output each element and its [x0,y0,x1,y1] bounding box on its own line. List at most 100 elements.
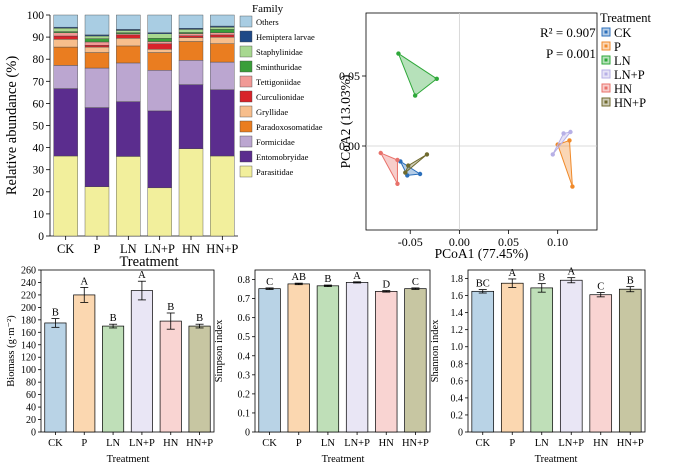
bar-segment-parasitidae [210,155,235,237]
legend-title: Family [252,3,284,15]
x-tick-label: LN [535,438,549,449]
x-tick-label: LN [120,242,137,256]
x-tick-label: HN+P [206,242,238,256]
bar-segment-gryllidae [178,37,204,42]
bar-segment-curculionidae [84,45,110,48]
legend-label: LN+P [614,68,645,82]
x-tick-label: CK [57,242,74,256]
bar-hn [375,290,398,433]
bar-segment-gryllidae [116,38,141,47]
bar-segment-parasitidae [116,156,141,237]
y-tick-label: 1.2 [451,325,464,336]
y-tick-label: 240 [21,278,36,289]
point-ln-plus-p [550,152,555,157]
x-tick-label: LN+P [144,242,175,256]
bar-segment-curculionidae [53,35,78,40]
y-tick-label: 40 [33,143,45,155]
bar-ln-plus-p [130,290,153,433]
y-axis-label: Relative abundance (%) [4,56,20,195]
bar-segment-entomobryidae [84,107,110,187]
legend-label: Sminthuridae [256,62,302,72]
significance-letter: A [567,267,575,278]
x-tick-label: LN+P [558,438,584,449]
y-tick-label: 0.05 [339,69,360,83]
legend-swatch-entomobryidae [239,150,253,163]
y-tick-label: 0 [245,428,250,439]
y-tick-label: 140 [21,340,36,351]
bar-segment-entomobryidae [147,110,172,189]
y-tick-label: 0 [458,428,463,439]
significance-letter: D [382,280,390,291]
x-tick-label: P [81,438,87,449]
x-tick-label: CK [475,438,490,449]
point-hn [395,181,400,186]
legend-swatch-tettigoniidae [239,75,253,88]
y-tick-label: 50 [33,121,45,133]
bar-segment-formicidae [116,62,141,102]
legend-dot [604,100,608,104]
bar-segment-tettigoniidae [84,41,110,46]
x-tick-label: P [509,438,515,449]
bar-segment-others [147,14,172,33]
y-tick-label: 180 [21,315,36,326]
x-axis-label: Treatment [107,454,150,465]
legend-dot [604,58,608,62]
y-tick-label: 1.4 [451,308,464,319]
y-tick-label: 0.2 [238,389,251,400]
legend-dot [604,44,608,48]
significance-letter: B [324,274,331,285]
bar-segment-staphylinidae [147,33,172,39]
y-tick-label: 260 [21,266,36,277]
x-tick-label: CK [48,438,63,449]
y-tick-label: 0.4 [451,393,464,404]
bar-ck [44,322,67,433]
x-tick-label: -0.05 [398,235,423,249]
significance-letter: A [353,271,361,282]
bar-p [500,282,524,433]
bar-segment-paradoxosomatidae [210,43,235,63]
plot-frame [40,269,215,433]
hull-ln [397,52,438,97]
y-tick-label: 20 [26,415,36,426]
point-hn-plus-p [424,152,430,157]
significance-letter: C [597,282,604,293]
x-tick-label: HN+P [186,438,213,449]
bar-segment-paradoxosomatidae [178,41,204,61]
significance-letter: A [80,276,88,287]
significance-letter: C [266,277,273,288]
y-tick-label: 1.0 [451,342,464,353]
point-ln [434,76,439,82]
x-tick-label: 0.00 [449,235,470,249]
legend-dot [604,86,608,90]
bar-segment-entomobryidae [210,89,235,157]
bar-segment-parasitidae [84,186,110,237]
legend-label: CK [614,26,631,40]
x-tick-label: HN+P [402,438,429,449]
hull-p [557,139,573,187]
bar-segment-gryllidae [210,36,235,44]
bar-segment-formicidae [210,61,235,90]
bar-segment-paradoxosomatidae [116,45,141,64]
bar-ln-plus-p [345,282,369,433]
bar-segment-curculionidae [178,35,204,38]
bar-segment-sminthuridae [147,38,172,42]
bar-segment-formicidae [147,70,172,112]
plot-frame [467,269,646,433]
bar-segment-sminthuridae [84,38,110,43]
point-ln-plus-p [568,129,573,135]
hull-hn [379,151,398,185]
y-tick-label: 10 [33,209,45,221]
y-tick-label: 0.7 [238,294,251,305]
plot-frame [365,12,598,231]
legend-label: Curculionidae [256,92,304,102]
bar-segment-staphylinidae [116,30,141,33]
bar-segment-paradoxosomatidae [84,52,110,69]
bar-segment-entomobryidae [53,88,78,157]
x-tick-label: LN+P [344,438,370,449]
x-tick-label: LN [321,438,335,449]
bar-ck [471,290,495,433]
x-axis-label: Treatment [119,254,178,270]
bar-segment-others [178,14,204,29]
bar-segment-tettigoniidae [53,32,78,37]
x-axis-label: PCoA1 (77.45%) [435,246,529,261]
